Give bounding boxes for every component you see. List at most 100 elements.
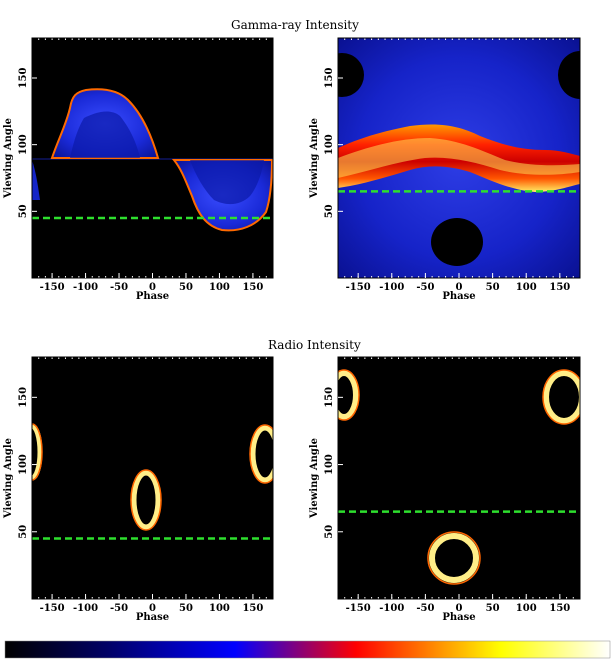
- radio-left-x-minor-tick-top: [252, 357, 254, 359]
- gamma-right-x-minor-tick-top: [377, 38, 379, 40]
- gamma-right-x-minor-tick-top: [539, 38, 541, 40]
- radio-right-x-minor-tick-top: [431, 357, 433, 359]
- gamma-right-x-minor-tick: [418, 276, 420, 278]
- gamma-right-x-minor-tick: [384, 276, 386, 278]
- radio-right-x-minor-tick-top: [364, 357, 366, 359]
- gamma-left-x-minor-tick: [58, 276, 60, 278]
- gamma-right-x-minor-tick-top: [357, 38, 359, 40]
- gamma-left-x-minor-tick-top: [64, 38, 66, 40]
- gamma-right-x-minor-tick-top: [391, 38, 393, 40]
- radio-left-x-minor-tick: [71, 597, 73, 599]
- gamma-right-x-minor-tick: [445, 276, 447, 278]
- radio-left-x-minor-tick: [225, 597, 227, 599]
- radio-left-x-minor-tick-top: [172, 357, 174, 359]
- radio-right-x-minor-tick: [566, 597, 568, 599]
- radio-left-x-minor-tick-top: [138, 357, 140, 359]
- radio-left-x-minor-tick-top: [38, 357, 40, 359]
- radio-left-x-minor-tick-top: [131, 357, 133, 359]
- gamma-right-x-minor-tick: [465, 276, 467, 278]
- radio-left-x-minor-tick-top: [212, 357, 214, 359]
- gamma-right-x-tick-label: 0: [456, 282, 463, 293]
- gamma-right-x-tick-label: 50: [486, 282, 500, 293]
- radio-left-ring-left: [32, 423, 43, 481]
- gamma-right-y-tick-label: 150: [324, 68, 335, 89]
- radio-right-x-minor-tick: [398, 597, 399, 599]
- gamma-right-hole-right: [558, 51, 580, 99]
- gamma-right-x-minor-tick: [498, 276, 500, 278]
- radio-right-x-minor-tick-top: [485, 357, 487, 359]
- radio-left-x-minor-tick-top: [51, 357, 53, 359]
- radio-left-x-minor-tick: [138, 597, 140, 599]
- gamma-right-x-minor-tick-top: [566, 38, 568, 40]
- gamma-left-x-minor-tick-top: [38, 38, 40, 40]
- gamma-left-x-minor-tick: [98, 276, 100, 278]
- radio-right-x-tick-label: -150: [346, 603, 371, 614]
- radio-left-x-minor-tick-top: [85, 357, 87, 359]
- radio-left-x-minor-tick-top: [78, 357, 80, 359]
- gamma-left-y-tick-label: 150: [18, 68, 29, 89]
- radio-right-x-minor-tick: [465, 597, 467, 599]
- radio-left-y-tick-label: 50: [18, 525, 29, 539]
- gamma-right-band-core: [338, 138, 580, 178]
- radio-left-x-minor-tick: [245, 597, 247, 599]
- radio-right-x-minor-tick: [418, 597, 420, 599]
- radio-left-y-axis-label: Viewing Angle: [3, 438, 14, 519]
- radio-right-x-minor-tick-top: [411, 357, 413, 359]
- gamma-right-x-minor-tick-top: [532, 38, 534, 40]
- radio-right-x-minor-tick-top: [519, 357, 520, 359]
- radio-right-x-minor-tick-top: [404, 357, 406, 359]
- radio-right-x-minor-tick: [411, 597, 413, 599]
- gamma-right-x-minor-tick-top: [411, 38, 413, 40]
- radio-left-x-tick-label: 150: [242, 603, 263, 614]
- gamma-left-x-minor-tick: [172, 276, 174, 278]
- radio-left-x-tick-label: -150: [40, 603, 65, 614]
- gamma-left-x-minor-tick-top: [239, 38, 241, 40]
- radio-left-x-minor-tick-top: [105, 357, 107, 359]
- radio-right-x-minor-tick: [377, 597, 379, 599]
- gamma-right-x-minor-tick: [572, 276, 574, 278]
- radio-right-x-minor-tick-top: [566, 357, 568, 359]
- radio-left-x-minor-tick-top: [98, 357, 100, 359]
- gamma-left-x-minor-tick: [78, 276, 80, 278]
- gamma-right-x-minor-tick-top: [572, 38, 574, 40]
- gamma-left-left-edge: [32, 160, 40, 200]
- gamma-right-x-minor-tick-top: [458, 38, 460, 40]
- gamma-left-x-minor-tick: [198, 276, 200, 278]
- gamma-right-x-minor-tick-top: [519, 38, 520, 40]
- gamma-left-x-minor-tick: [259, 276, 261, 278]
- radio-left-x-tick-label: 50: [179, 603, 193, 614]
- radio-right-x-minor-tick: [445, 597, 447, 599]
- radio-left-ring-center: [131, 470, 161, 530]
- gamma-right-x-minor-tick: [552, 276, 554, 278]
- radio-right-x-axis-label: Phase: [442, 612, 475, 623]
- gamma-left-x-minor-tick-top: [118, 38, 120, 40]
- gamma-left-x-minor-tick: [225, 276, 227, 278]
- gamma-left-x-minor-tick: [64, 276, 66, 278]
- radio-right-x-minor-tick-top: [525, 357, 527, 359]
- colorbar: [4, 640, 611, 659]
- gamma-left-y-axis-label: Viewing Angle: [3, 118, 14, 199]
- gamma-right-x-minor-tick-top: [364, 38, 366, 40]
- radio-right-x-minor-tick: [539, 597, 541, 599]
- radio-right-x-minor-tick-top: [451, 357, 453, 359]
- radio-right-x-minor-tick-top: [350, 357, 352, 359]
- radio-left-x-tick-label: 0: [149, 603, 156, 614]
- gamma-left-x-minor-tick-top: [245, 38, 247, 40]
- gamma-left-x-minor-tick: [245, 276, 247, 278]
- radio-left-x-minor-tick: [178, 597, 180, 599]
- gamma-left-x-minor-tick-top: [51, 38, 53, 40]
- radio-left-x-minor-tick: [239, 597, 241, 599]
- radio-right-y-tick-label: 150: [324, 387, 335, 408]
- gamma-right-x-minor-tick-top: [478, 38, 480, 40]
- radio-right-x-minor-tick-top: [357, 357, 359, 359]
- gamma-right-x-axis-label: Phase: [442, 291, 475, 302]
- radio-right-x-minor-tick: [371, 597, 373, 599]
- gamma-left-x-minor-tick-top: [78, 38, 80, 40]
- radio-right-x-minor-tick-top: [478, 357, 480, 359]
- radio-right-x-tick-label: 50: [486, 603, 500, 614]
- gamma-right-y-axis-label: Viewing Angle: [309, 118, 320, 199]
- radio-left-x-minor-tick-top: [111, 357, 113, 359]
- gamma-left-x-minor-tick: [38, 276, 40, 278]
- gamma-left-x-minor-tick-top: [98, 38, 100, 40]
- gamma-right-x-minor-tick: [485, 276, 487, 278]
